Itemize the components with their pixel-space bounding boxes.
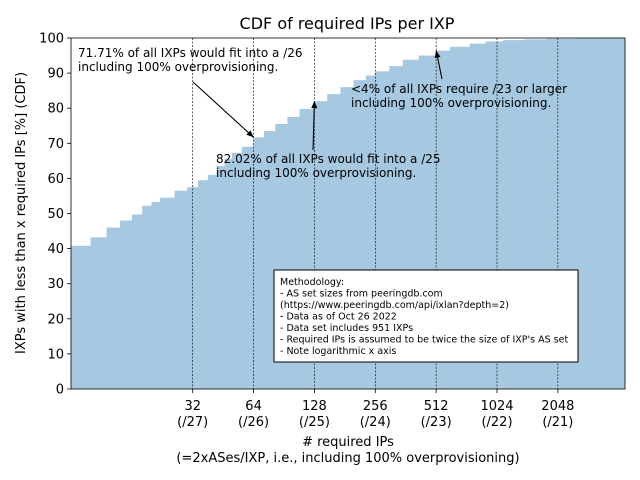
methodology-line: - Required IPs is assumed to be twice th…: [280, 335, 568, 346]
cdf-bar: [142, 205, 152, 389]
y-tick-label: 90: [47, 67, 64, 82]
annotation-arrow: [192, 81, 254, 138]
chart-title: CDF of required IPs per IXP: [240, 14, 455, 33]
cdf-bar: [90, 237, 107, 389]
cdf-bar: [231, 152, 243, 389]
x-tick-sublabel: (/23): [421, 415, 452, 430]
annotation-arrowhead: [434, 50, 441, 59]
cdf-bar: [159, 197, 175, 389]
x-tick-label: 128: [302, 399, 327, 414]
x-tick-label: 1024: [480, 399, 513, 414]
annotation-arrowhead: [246, 130, 254, 138]
cdf-bar: [131, 214, 143, 389]
annotation-arrow: [312, 101, 315, 151]
cdf-bar: [71, 245, 91, 389]
annotation-text: including 100% overprovisioning.: [351, 96, 551, 110]
methodology-line: - Note logarithmic x axis: [280, 346, 396, 357]
x-tick-sublabel: (/24): [360, 415, 391, 430]
y-tick-label: 70: [47, 137, 64, 152]
x-tick-sublabel: (/25): [299, 415, 330, 430]
y-axis: 0 10 20 30 40 50 60 70 80 90 100: [39, 32, 71, 398]
y-tick-label: 30: [47, 277, 64, 292]
cdf-bar: [216, 166, 225, 389]
x-axis-label: # required IPs: [302, 435, 394, 450]
y-tick-label: 0: [56, 383, 64, 398]
x-axis: 32(/27) 64(/26) 128(/25) 256(/24) 512(/23) 10…: [177, 389, 574, 430]
cdf-bar: [253, 137, 265, 389]
methodology-line: (https://www.peeringdb.com/api/ixlan?dep…: [280, 300, 509, 311]
annotations: 71.71% of all IXPs would fit into a /26i…: [78, 46, 567, 180]
x-tick-sublabel: (/27): [177, 415, 208, 430]
annotation-text: 82.02% of all IXPs would fit into a /25: [216, 152, 441, 166]
cdf-bar: [174, 190, 188, 389]
annotation-arrowhead: [311, 101, 318, 109]
x-tick-label: 64: [245, 399, 262, 414]
x-tick-sublabel: (/22): [481, 415, 512, 430]
cdf-bar: [365, 75, 376, 389]
x-tick-sublabel: (/26): [238, 415, 269, 430]
annotation-text: including 100% overprovisioning.: [216, 166, 416, 180]
cdf-bar: [207, 174, 217, 389]
x-axis-sublabel: (=2xASes/IXP, i.e., including 100% overp…: [176, 451, 519, 466]
methodology-line: - Data as of Oct 26 2022: [280, 312, 397, 323]
cdf-bar: [575, 38, 606, 389]
cdf-bar: [224, 159, 233, 389]
methodology-line: Methodology:: [280, 277, 344, 288]
cdf-bar: [120, 220, 133, 389]
cdf-bar: [198, 180, 209, 389]
y-tick-label: 10: [47, 347, 64, 362]
methodology-frame: [273, 269, 579, 363]
cdf-bar: [106, 227, 121, 389]
x-tick-label: 512: [424, 399, 449, 414]
x-tick-label: 32: [184, 399, 201, 414]
annotation-text: <4% of all IXPs require /23 or larger: [351, 82, 567, 96]
cdf-bar: [263, 131, 276, 389]
y-tick-label: 20: [47, 312, 64, 327]
methodology-line: - AS set sizes from peeringdb.com: [280, 289, 443, 300]
annotation-text: including 100% overprovisioning.: [78, 60, 278, 74]
cdf-bar: [151, 201, 161, 389]
annotation-text: 71.71% of all IXPs would fit into a /26: [78, 46, 303, 60]
x-tick-label: 256: [363, 399, 388, 414]
y-tick-label: 100: [39, 32, 64, 47]
cdf-bar: [241, 146, 254, 389]
x-tick-label: 2048: [541, 399, 574, 414]
methodology-line: - Data set includes 951 IXPs: [280, 323, 413, 334]
cdf-bar: [604, 38, 626, 389]
y-axis-label: IXPs with less than x required IPs [%] (…: [14, 72, 29, 354]
methodology-box: Methodology:- AS set sizes from peeringd…: [273, 269, 579, 363]
y-tick-label: 50: [47, 207, 64, 222]
y-tick-label: 40: [47, 242, 64, 257]
y-tick-label: 80: [47, 102, 64, 117]
y-tick-label: 60: [47, 172, 64, 187]
x-tick-sublabel: (/21): [542, 415, 573, 430]
